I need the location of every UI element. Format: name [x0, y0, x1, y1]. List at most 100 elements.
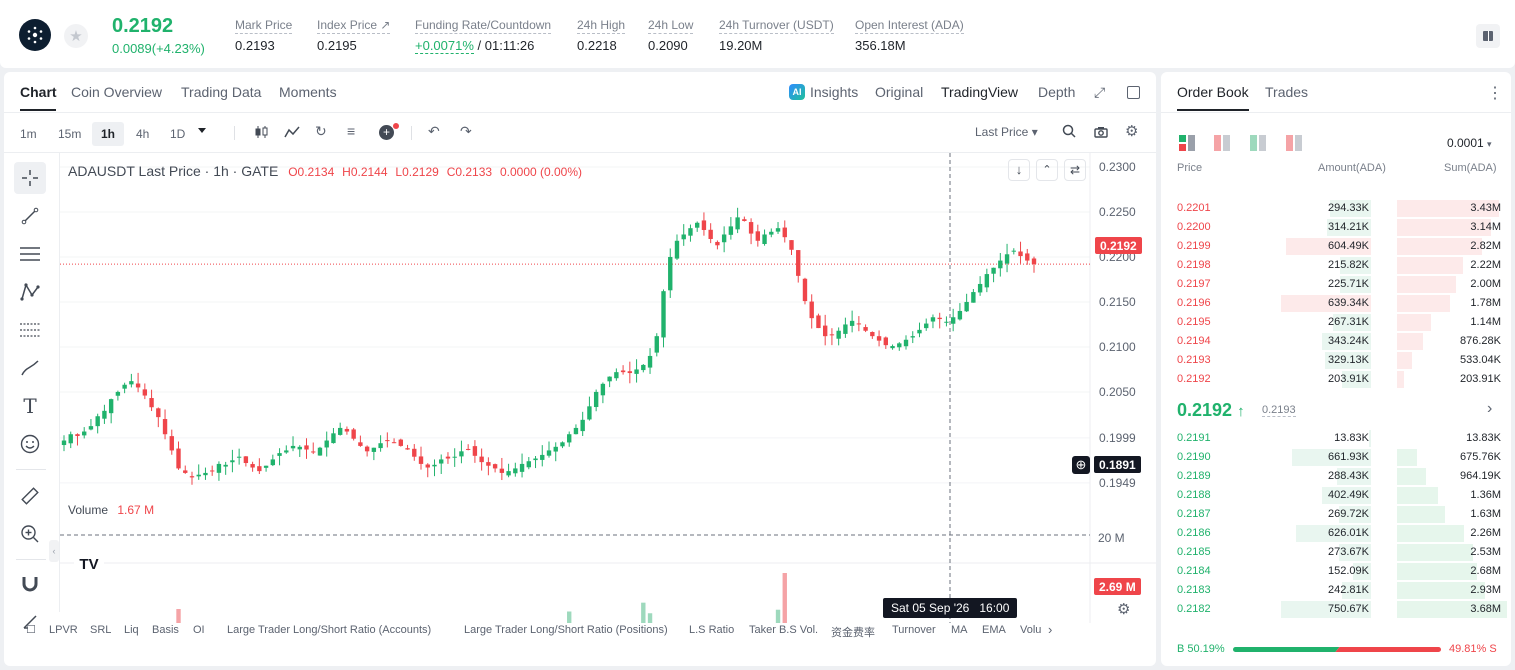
add-indicator-icon[interactable]: +: [379, 125, 394, 140]
indicator-srl[interactable]: SRL: [90, 624, 112, 636]
crosshair-tool-icon[interactable]: [14, 162, 46, 194]
bid-row[interactable]: 0.2187 269.72K 1.63M: [1161, 505, 1511, 524]
indicator-ema[interactable]: EMA: [982, 624, 1006, 636]
redo-icon[interactable]: ↷: [460, 123, 472, 139]
ruler-tool-icon[interactable]: [14, 480, 46, 512]
ask-row[interactable]: 0.2193 329.13K 533.04K: [1161, 351, 1511, 370]
insights-link[interactable]: Insights: [810, 84, 859, 100]
view-original[interactable]: Original: [875, 84, 924, 100]
collapse-icon[interactable]: ⌃: [1036, 159, 1058, 181]
timeframe-1h[interactable]: 1h: [92, 122, 125, 146]
swap-icon[interactable]: ⇄: [1064, 159, 1086, 181]
layout-sell-icon[interactable]: [1214, 135, 1230, 154]
ask-row[interactable]: 0.2197 225.71K 2.00M: [1161, 275, 1511, 294]
tab-coin-overview[interactable]: Coin Overview: [71, 84, 163, 100]
ask-row[interactable]: 0.2199 604.49K 2.82M: [1161, 237, 1511, 256]
bid-row[interactable]: 0.2189 288.43K 964.19K: [1161, 467, 1511, 486]
template-icon[interactable]: ≡: [347, 123, 356, 139]
lock-drawing-icon[interactable]: [14, 606, 46, 638]
magnet-tool-icon[interactable]: [14, 568, 46, 600]
undo-icon[interactable]: ↶: [428, 123, 440, 139]
time-axis-settings-icon[interactable]: ⚙: [1117, 601, 1131, 618]
indicator-ls-accounts[interactable]: Large Trader Long/Short Ratio (Accounts): [227, 624, 432, 636]
ask-row[interactable]: 0.2200 314.21K 3.14M: [1161, 218, 1511, 237]
indicator-volume[interactable]: Volu: [1020, 624, 1042, 636]
layout-buy-icon[interactable]: [1250, 135, 1266, 154]
view-depth[interactable]: Depth: [1038, 84, 1076, 100]
timeframe-1d[interactable]: 1D: [170, 127, 186, 141]
tab-chart[interactable]: Chart: [20, 84, 57, 100]
scroll-down-icon[interactable]: ↓: [1008, 159, 1030, 181]
favorite-star-icon[interactable]: ★: [64, 24, 88, 48]
timeframe-15m[interactable]: 15m: [58, 127, 82, 141]
indicator-ma[interactable]: MA: [951, 624, 968, 636]
layout-both-icon[interactable]: [1179, 135, 1195, 154]
indicator-basis[interactable]: Basis: [152, 624, 179, 636]
stat-funding-rate[interactable]: Funding Rate/Countdown +0.0071% / 01:11:…: [415, 18, 552, 54]
pattern-tool-icon[interactable]: [14, 276, 46, 308]
chevron-right-icon[interactable]: ›: [1048, 622, 1053, 637]
price-type-select[interactable]: Last Price ▾: [975, 125, 1038, 139]
window-icon[interactable]: [1127, 86, 1140, 99]
bid-row[interactable]: 0.2190 661.93K 675.76K: [1161, 448, 1511, 467]
trend-line-tool-icon[interactable]: [14, 200, 46, 232]
indicators-icon[interactable]: [284, 125, 300, 142]
brush-tool-icon[interactable]: [14, 352, 46, 384]
crosshair-plus-icon[interactable]: ⊕: [1072, 456, 1090, 474]
indicator-funding[interactable]: 资金费率: [831, 626, 875, 639]
horizontal-lines-tool-icon[interactable]: [14, 238, 46, 270]
tab-moments[interactable]: Moments: [279, 84, 337, 100]
mid-price[interactable]: 0.2192 ↑: [1177, 400, 1245, 420]
emoji-tool-icon[interactable]: [14, 428, 46, 460]
settings-gear-icon[interactable]: ⚙: [1125, 123, 1139, 140]
bid-row[interactable]: 0.2185 273.67K 2.53M: [1161, 543, 1511, 562]
indicator-oi[interactable]: OI: [193, 624, 205, 636]
insights-ai-icon[interactable]: AI: [789, 84, 805, 100]
indicator-taker-vol[interactable]: Taker B.S Vol.: [749, 624, 819, 636]
view-tradingview[interactable]: TradingView: [941, 84, 1019, 100]
bid-row[interactable]: 0.2191 13.83K 13.83K: [1161, 429, 1511, 448]
volume-legend: Volume 1.67 M: [68, 503, 155, 517]
tab-trading-data[interactable]: Trading Data: [181, 84, 262, 100]
ask-row[interactable]: 0.2196 639.34K 1.78M: [1161, 294, 1511, 313]
bid-row[interactable]: 0.2186 626.01K 2.26M: [1161, 524, 1511, 543]
camera-icon[interactable]: [1094, 125, 1108, 141]
more-menu-icon[interactable]: ⋮: [1487, 85, 1503, 102]
indicator-turnover[interactable]: Turnover: [892, 624, 936, 636]
amount-depth-bar: [1327, 219, 1371, 236]
chevron-down-icon[interactable]: [198, 128, 206, 133]
candle-type-icon[interactable]: [254, 125, 270, 142]
indicator-lpvr[interactable]: LPVR: [49, 624, 78, 636]
expand-icon[interactable]: ⤢: [1094, 84, 1106, 100]
indicator-ls-positions[interactable]: Large Trader Long/Short Ratio (Positions…: [464, 624, 668, 636]
text-tool-icon[interactable]: T: [23, 394, 37, 418]
timeframe-4h[interactable]: 4h: [136, 127, 150, 141]
search-icon[interactable]: [1062, 124, 1076, 141]
bid-row[interactable]: 0.2183 242.81K 2.93M: [1161, 581, 1511, 600]
stat-index-price[interactable]: Index Price ↗ 0.2195: [317, 18, 391, 53]
indicator-liq[interactable]: Liq: [124, 624, 139, 636]
amount-depth-bar: [1281, 601, 1371, 618]
tab-trades[interactable]: Trades: [1265, 84, 1309, 100]
stat-mark-price: Mark Price 0.2193: [235, 18, 293, 53]
bid-row[interactable]: 0.2184 152.09K 2.68M: [1161, 562, 1511, 581]
timeframe-1m[interactable]: 1m: [20, 127, 37, 141]
ask-row[interactable]: 0.2192 203.91K 203.91K: [1161, 370, 1511, 389]
bid-row[interactable]: 0.2182 750.67K 3.68M: [1161, 600, 1511, 619]
layout-sell-only-icon[interactable]: [1286, 135, 1302, 154]
zoom-in-icon[interactable]: [14, 518, 46, 550]
replay-icon[interactable]: ↻: [315, 123, 327, 139]
ask-row[interactable]: 0.2195 267.31K 1.14M: [1161, 313, 1511, 332]
ask-row[interactable]: 0.2198 215.82K 2.22M: [1161, 256, 1511, 275]
chevron-right-icon[interactable]: ›: [1487, 400, 1493, 417]
edit-indicators-icon[interactable]: ☐: [26, 624, 36, 636]
precision-select[interactable]: 0.0001 ▾: [1447, 136, 1492, 150]
ask-row[interactable]: 0.2194 343.24K 876.28K: [1161, 332, 1511, 351]
tab-order-book[interactable]: Order Book: [1177, 84, 1249, 100]
ask-row[interactable]: 0.2201 294.33K 3.43M: [1161, 199, 1511, 218]
collapse-toolbar-handle[interactable]: ‹: [49, 540, 59, 562]
bid-row[interactable]: 0.2188 402.49K 1.36M: [1161, 486, 1511, 505]
indicator-ls-ratio[interactable]: L.S Ratio: [689, 624, 735, 636]
price-chart[interactable]: 0.23000.22500.22000.21500.21000.20500.19…: [4, 153, 1156, 623]
book-icon[interactable]: [1476, 24, 1500, 48]
